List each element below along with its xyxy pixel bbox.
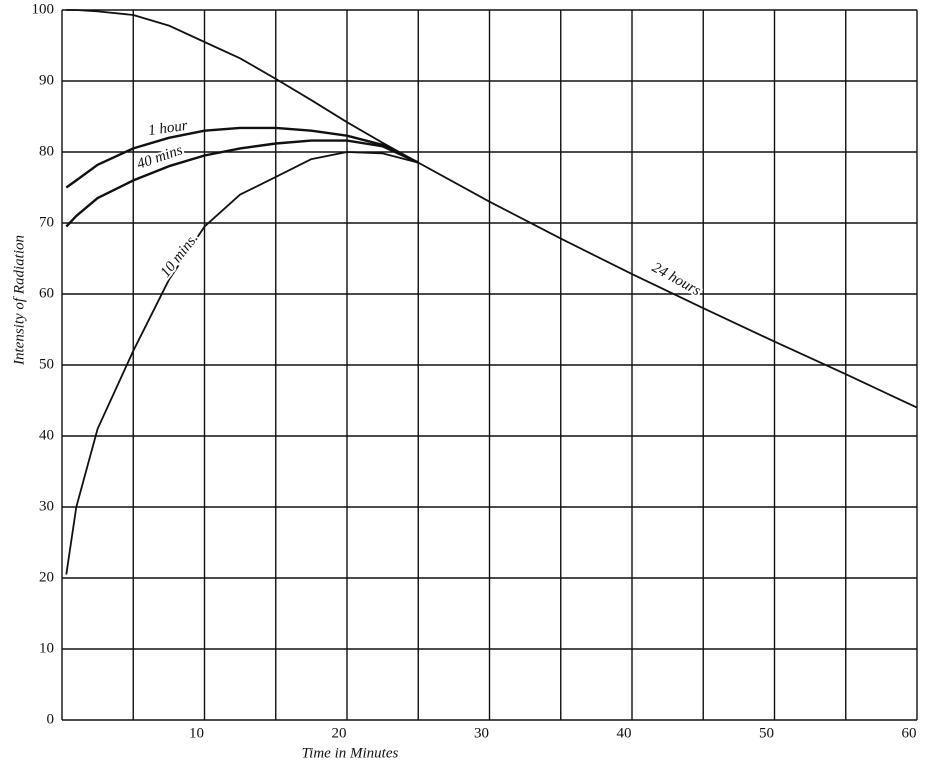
x-tick-label: 30 xyxy=(474,725,489,741)
y-tick-label: 40 xyxy=(39,427,54,443)
y-tick-label: 50 xyxy=(39,356,54,372)
y-tick-label: 10 xyxy=(39,640,54,656)
y-tick-label: 100 xyxy=(32,1,55,17)
x-axis-label: Time in Minutes xyxy=(302,745,399,761)
y-axis-label: Intensity of Radiation xyxy=(11,235,27,366)
y-tick-label: 30 xyxy=(39,498,54,514)
series-label: 10 mins. xyxy=(158,231,202,281)
y-tick-label: 20 xyxy=(39,569,54,585)
series-line xyxy=(65,151,419,575)
y-tick-label: 80 xyxy=(39,143,54,159)
x-tick-label: 60 xyxy=(902,725,917,741)
series-line xyxy=(65,126,419,189)
series-line xyxy=(66,9,918,409)
x-tick-label: 50 xyxy=(759,725,774,741)
y-tick-label: 90 xyxy=(39,72,54,88)
y-tick-label: 70 xyxy=(39,214,54,230)
x-tick-label: 40 xyxy=(617,725,632,741)
x-tick-label: 10 xyxy=(189,725,204,741)
y-tick-label: 60 xyxy=(39,285,54,301)
x-tick-label: 20 xyxy=(332,725,347,741)
series-line xyxy=(65,139,419,228)
y-tick-label: 0 xyxy=(47,711,55,727)
